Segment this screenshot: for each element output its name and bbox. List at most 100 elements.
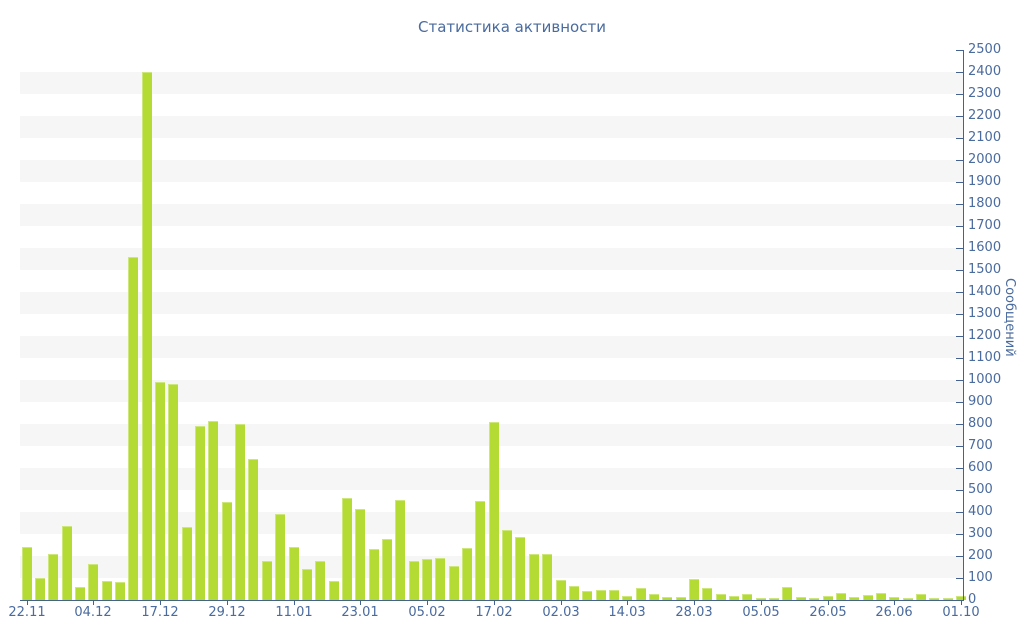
- x-tick: [761, 601, 762, 605]
- y-tick: [956, 292, 963, 293]
- y-axis-title: Сообщений: [1002, 278, 1017, 357]
- y-tick: [956, 314, 963, 315]
- bar: [448, 566, 459, 600]
- y-tick: [956, 446, 963, 447]
- y-tick-label: 2200: [968, 108, 1002, 123]
- bar: [956, 596, 966, 600]
- y-tick: [956, 512, 963, 513]
- bar: [608, 590, 619, 600]
- bar: [675, 597, 686, 600]
- x-tick-label: 26.05: [809, 605, 847, 620]
- y-tick-label: 1500: [968, 262, 1002, 277]
- bar: [315, 561, 326, 600]
- x-tick-label: 26.06: [875, 605, 913, 620]
- plot-area: [20, 50, 966, 600]
- bar: [889, 597, 900, 600]
- bar: [128, 257, 139, 600]
- bar: [555, 580, 566, 600]
- y-tick-label: 1900: [968, 174, 1002, 189]
- y-tick-label: 700: [968, 438, 993, 453]
- y-tick: [956, 402, 963, 403]
- x-tick-label: 14.03: [608, 605, 646, 620]
- y-tick-label: 2500: [968, 42, 1002, 57]
- y-tick: [956, 72, 963, 73]
- bar: [542, 554, 553, 600]
- y-tick-label: 1000: [968, 372, 1002, 387]
- bar: [168, 384, 179, 600]
- bar: [929, 598, 940, 600]
- x-tick-label: 17.02: [475, 605, 513, 620]
- bar: [902, 598, 913, 600]
- bar: [582, 591, 593, 600]
- y-tick-label: 600: [968, 460, 993, 475]
- x-tick: [93, 601, 94, 605]
- chart-title: Статистика активности: [418, 18, 606, 36]
- y-tick-label: 1100: [968, 350, 1002, 365]
- bar: [729, 596, 740, 600]
- x-tick-label: 05.02: [408, 605, 446, 620]
- x-tick-label: 22.11: [8, 605, 46, 620]
- bar: [742, 594, 753, 600]
- bar: [368, 549, 379, 600]
- y-tick: [956, 380, 963, 381]
- y-tick-label: 900: [968, 394, 993, 409]
- y-tick-label: 1600: [968, 240, 1002, 255]
- x-tick-label: 04.12: [74, 605, 112, 620]
- y-tick-label: 1800: [968, 196, 1002, 211]
- bar: [208, 421, 219, 600]
- x-tick-label: 01.10: [942, 605, 980, 620]
- bar: [248, 459, 259, 600]
- bar: [155, 382, 165, 600]
- y-tick: [956, 468, 963, 469]
- bar: [328, 581, 339, 600]
- bar: [381, 539, 392, 600]
- bar: [275, 514, 286, 600]
- y-tick: [956, 600, 963, 601]
- x-tick: [294, 601, 295, 605]
- x-tick: [627, 601, 628, 605]
- bar: [568, 586, 579, 600]
- x-tick-label: 05.05: [742, 605, 780, 620]
- x-tick: [27, 601, 28, 605]
- bar: [782, 587, 793, 600]
- x-axis-line: [20, 600, 964, 601]
- x-tick: [494, 601, 495, 605]
- y-tick-label: 800: [968, 416, 993, 431]
- bar: [528, 554, 539, 600]
- y-tick: [956, 94, 963, 95]
- y-tick: [956, 116, 963, 117]
- bar: [648, 594, 659, 600]
- y-tick-label: 2400: [968, 64, 1002, 79]
- bar: [635, 588, 646, 600]
- bar: [61, 526, 72, 600]
- bar: [662, 597, 673, 600]
- y-tick: [956, 50, 963, 51]
- y-tick: [956, 204, 963, 205]
- x-tick-label: 11.01: [275, 605, 313, 620]
- x-tick-label: 23.01: [341, 605, 379, 620]
- bar: [809, 598, 820, 600]
- bar: [21, 547, 32, 600]
- y-tick-label: 300: [968, 526, 993, 541]
- bar: [422, 559, 432, 600]
- bar: [715, 594, 726, 600]
- x-tick: [160, 601, 161, 605]
- y-tick-label: 400: [968, 504, 993, 519]
- y-tick-label: 1300: [968, 306, 1002, 321]
- y-tick-label: 200: [968, 548, 993, 563]
- bar: [595, 590, 606, 600]
- bar: [408, 561, 419, 600]
- bar: [141, 72, 152, 600]
- y-tick-label: 0: [968, 592, 977, 607]
- bar: [88, 564, 99, 600]
- x-tick-label: 29.12: [208, 605, 246, 620]
- y-tick: [956, 336, 963, 337]
- y-tick-label: 1700: [968, 218, 1002, 233]
- bar: [355, 509, 366, 600]
- x-tick-label: 28.03: [675, 605, 713, 620]
- y-axis-line: [963, 50, 964, 601]
- y-tick: [956, 248, 963, 249]
- bar: [795, 597, 806, 600]
- x-tick: [360, 601, 361, 605]
- bar: [181, 527, 192, 600]
